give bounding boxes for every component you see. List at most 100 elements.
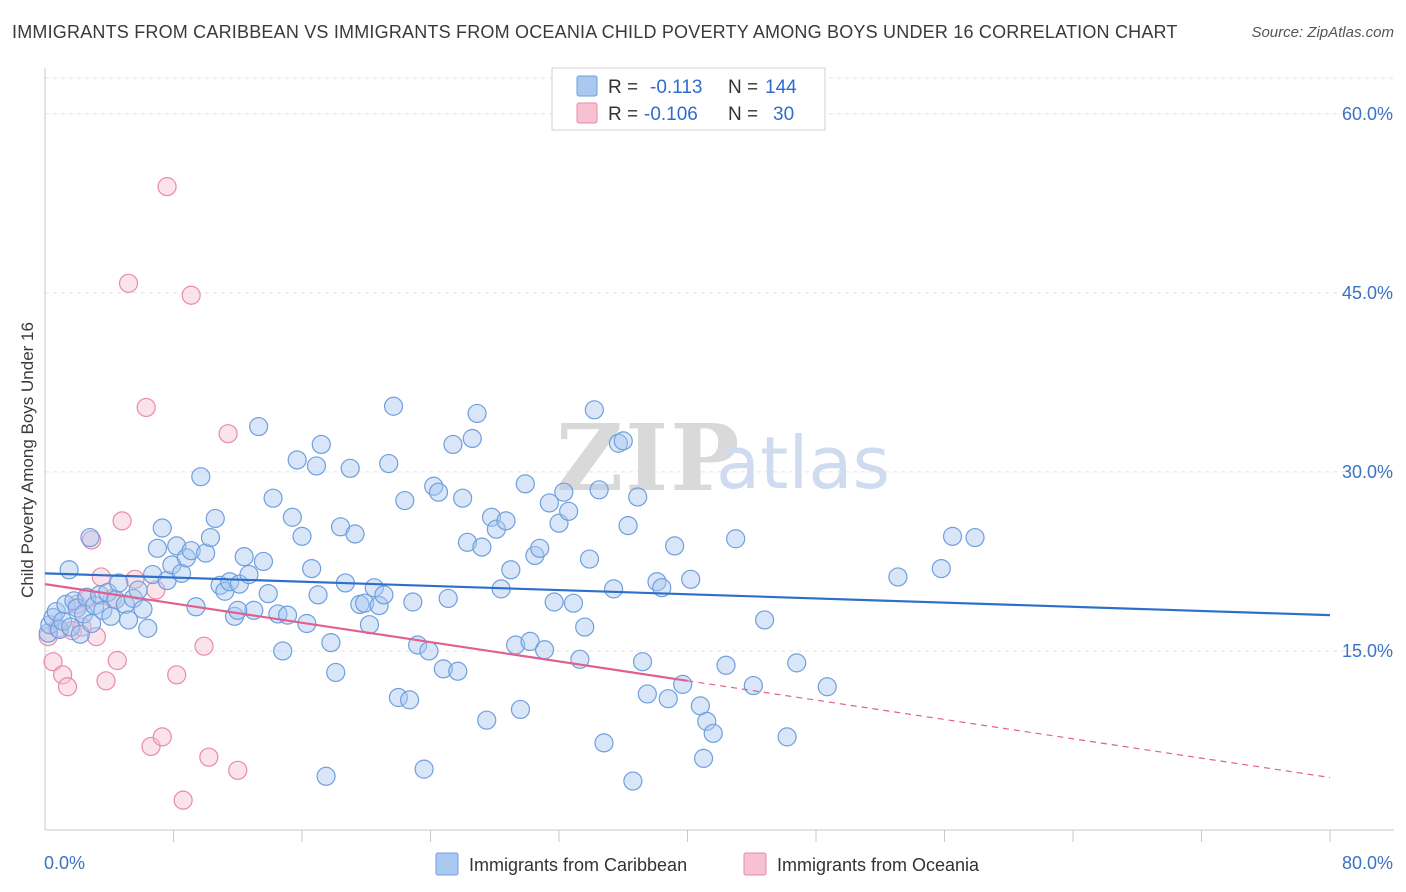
caribbean-point-106 xyxy=(515,474,535,494)
caribbean-point-147 xyxy=(817,677,837,697)
chart-title: IMMIGRANTS FROM CARIBBEAN VS IMMIGRANTS … xyxy=(12,22,1178,42)
caribbean-point-65 xyxy=(316,766,336,786)
caribbean-point-58 xyxy=(282,507,302,527)
legend-n-value-0: 144 xyxy=(765,77,797,98)
caribbean-point-7 xyxy=(61,617,81,637)
caribbean-point-28 xyxy=(138,618,158,638)
caribbean-point-42 xyxy=(205,508,225,529)
caribbean-point-73 xyxy=(355,593,375,613)
caribbean-point-21 xyxy=(80,527,100,548)
caribbean-point-134 xyxy=(665,536,685,556)
caribbean-point-63 xyxy=(306,456,327,476)
axes xyxy=(44,68,1394,842)
oceania-point-22 xyxy=(157,177,177,197)
legend-r-value-0: -0.113 xyxy=(650,77,702,98)
caribbean-point-94 xyxy=(457,532,478,552)
legend-r-value-1: -0.106 xyxy=(644,104,698,125)
caribbean-point-54 xyxy=(263,488,283,508)
caribbean-point-37 xyxy=(181,541,201,561)
caribbean-point-116 xyxy=(563,593,584,613)
caribbean-point-128 xyxy=(628,487,648,507)
caribbean-point-96 xyxy=(467,403,487,424)
caribbean-point-100 xyxy=(486,519,506,539)
legend-n-label-0: N = xyxy=(728,77,758,98)
caribbean-point-109 xyxy=(530,538,550,558)
caribbean-point-90 xyxy=(438,588,458,609)
legend-swatch-caribbean xyxy=(576,75,598,97)
oceania-point-3 xyxy=(53,665,73,685)
oceania-point-14 xyxy=(107,650,127,671)
oceania-point-4 xyxy=(57,677,78,697)
trend-lines xyxy=(44,572,1331,779)
caribbean-point-85 xyxy=(414,759,434,779)
caribbean-point-27 xyxy=(133,599,153,619)
trend-line-oceania-extension xyxy=(687,680,1331,779)
caribbean-point-71 xyxy=(345,524,365,544)
x-tick-label-0: 0.0% xyxy=(44,853,85,873)
oceania-point-15 xyxy=(112,511,132,531)
oceania-point-25 xyxy=(181,285,201,305)
caribbean-point-102 xyxy=(496,511,516,531)
caribbean-point-146 xyxy=(787,653,807,673)
caribbean-point-105 xyxy=(510,699,531,720)
caribbean-point-138 xyxy=(697,711,717,731)
y-tick-label-3: 60.0% xyxy=(1342,104,1393,124)
caribbean-point-119 xyxy=(579,549,600,569)
bottom-legend: Immigrants from Caribbean Immigrants fro… xyxy=(435,852,980,876)
oceania-point-24 xyxy=(173,790,193,810)
caribbean-point-60 xyxy=(292,526,312,546)
caribbean-point-89 xyxy=(433,659,453,679)
oceania-point-29 xyxy=(228,760,248,780)
caribbean-point-125 xyxy=(613,431,633,451)
caribbean-point-64 xyxy=(311,434,331,455)
caribbean-point-148 xyxy=(888,567,908,587)
legend-swatch-oceania xyxy=(576,102,598,124)
legend-n-value-1: 30 xyxy=(773,104,794,125)
watermark-zip: ZIP xyxy=(556,404,741,512)
caribbean-point-81 xyxy=(395,490,415,511)
oceania-point-28 xyxy=(218,424,238,444)
bottom-legend-swatch-caribbean xyxy=(435,852,459,876)
oceania-point-18 xyxy=(136,397,156,418)
legend-box: R = -0.113 N = 144 R = -0.106 N = 30 xyxy=(551,67,826,131)
caribbean-point-129 xyxy=(632,652,653,672)
caribbean-point-145 xyxy=(777,727,797,747)
caribbean-point-110 xyxy=(534,640,555,660)
caribbean-point-140 xyxy=(693,748,714,768)
oceania-point-23 xyxy=(167,665,187,685)
caribbean-point-82 xyxy=(400,690,420,710)
caribbean-point-70 xyxy=(340,458,360,478)
legend-r-label-0: R = xyxy=(608,77,638,98)
caribbean-point-78 xyxy=(379,453,399,474)
caribbean-point-76 xyxy=(369,595,389,616)
caribbean-point-29 xyxy=(143,564,163,585)
caribbean-point-122 xyxy=(594,733,614,753)
legend-r-label-1: R = xyxy=(608,104,638,125)
caribbean-point-56 xyxy=(273,641,293,661)
y-tick-label-1: 30.0% xyxy=(1342,462,1393,482)
legend-n-label-1: N = xyxy=(728,104,758,125)
x-tick-labels: 0.0% 80.0% xyxy=(44,853,1393,873)
caribbean-point-127 xyxy=(623,771,643,791)
caribbean-point-59 xyxy=(287,450,307,470)
caribbean-point-66 xyxy=(321,632,341,653)
caribbean-point-136 xyxy=(681,569,701,589)
caribbean-point-152 xyxy=(308,585,328,605)
caribbean-point-80 xyxy=(388,687,408,708)
caribbean-point-112 xyxy=(544,592,564,612)
oceania-point-1 xyxy=(43,652,63,672)
series-oceania-points xyxy=(38,177,248,810)
caribbean-point-143 xyxy=(743,675,763,696)
caribbean-point-121 xyxy=(589,480,609,500)
bottom-legend-label-caribbean: Immigrants from Caribbean xyxy=(469,855,687,875)
caribbean-point-151 xyxy=(965,527,985,548)
caribbean-point-103 xyxy=(501,560,521,580)
caribbean-point-91 xyxy=(443,434,463,455)
caribbean-point-107 xyxy=(520,631,540,652)
caribbean-point-150 xyxy=(931,558,951,579)
caribbean-point-41 xyxy=(200,527,221,548)
caribbean-point-149 xyxy=(942,526,963,546)
caribbean-point-92 xyxy=(448,661,468,681)
